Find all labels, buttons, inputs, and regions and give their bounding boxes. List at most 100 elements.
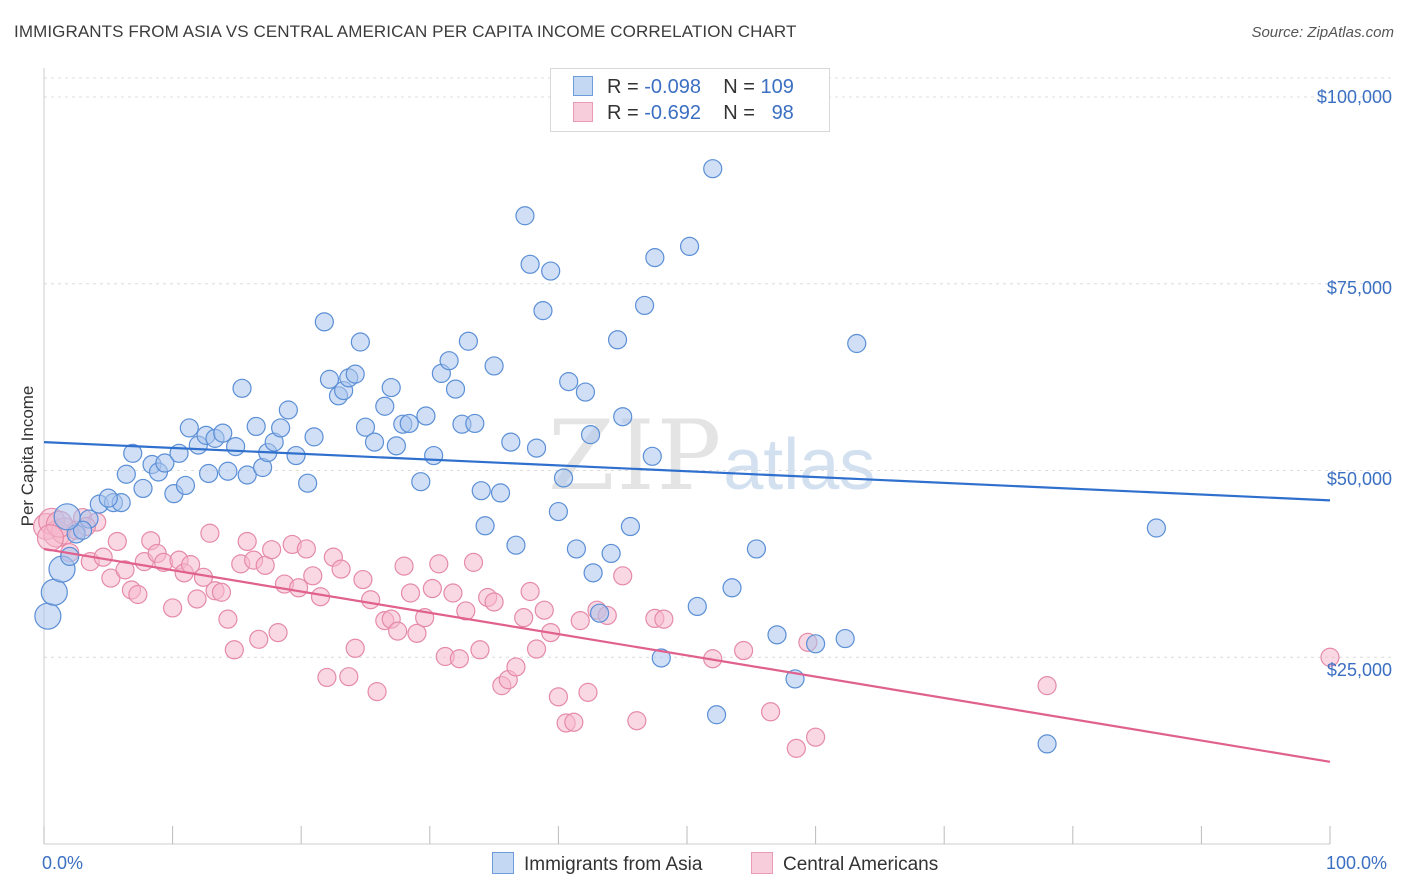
central-americans-point (733, 640, 754, 661)
immigrants-from-asia-point (133, 478, 153, 499)
y-tick-label-100000: $100,000 (1316, 87, 1392, 107)
bottom-legend-label-central: Central Americans (783, 854, 939, 875)
immigrants-from-asia-point (589, 603, 610, 623)
immigrants-from-asia-point (232, 378, 252, 398)
legend-swatch-pink (573, 102, 593, 122)
immigrants-from-asia-point (687, 596, 707, 617)
legend-r-value-asia: -0.098 (644, 76, 701, 98)
central-americans-point (36, 524, 65, 552)
immigrants-from-asia-point (53, 503, 81, 531)
immigrants-from-asia-point (355, 417, 376, 437)
immigrants-from-asia-point (399, 413, 419, 434)
bottom-legend-central: Central Americans (751, 852, 938, 876)
legend-row-central: R = -0.692 N = 98 (573, 102, 794, 128)
immigrants-from-asia-point (350, 332, 370, 352)
central-americans-point (268, 622, 288, 643)
immigrants-from-asia-point (805, 634, 826, 654)
immigrants-from-asia-point (72, 520, 93, 540)
immigrants-from-asia-point (679, 236, 700, 256)
immigrants-from-asia-point (218, 461, 238, 481)
central-americans-point (463, 552, 484, 572)
immigrants-from-asia-point (746, 539, 767, 559)
central-americans-point (578, 682, 598, 702)
immigrants-from-asia-point (304, 427, 324, 447)
immigrants-from-asia-point (40, 578, 68, 606)
legend-r-value-central: -0.692 (644, 102, 701, 124)
central-americans-point (506, 657, 526, 677)
central-americans-point (218, 609, 238, 629)
immigrants-from-asia-point (226, 436, 246, 457)
immigrants-from-asia-point (213, 423, 233, 443)
immigrants-from-asia-point (411, 472, 431, 492)
immigrants-from-asia-point (835, 628, 855, 649)
immigrants-from-asia-point (526, 438, 547, 458)
central-americans-point (570, 611, 590, 631)
central-americans-point (339, 667, 359, 687)
immigrants-from-asia-point (123, 443, 143, 463)
central-americans-point (429, 554, 449, 574)
trend-line-central (43, 547, 1331, 763)
immigrants-from-asia-point (386, 436, 406, 456)
central-americans-point (422, 578, 442, 599)
central-americans-point (289, 578, 309, 598)
central-americans-point (548, 687, 569, 707)
immigrants-from-asia-point (607, 330, 628, 350)
immigrants-from-asia-point (364, 432, 385, 452)
immigrants-from-asia-point (424, 445, 444, 466)
immigrants-from-asia-point (286, 445, 306, 466)
source-credit: Source: ZipAtlas.com (1251, 24, 1394, 41)
bottom-legend-asia: Immigrants from Asia (492, 852, 702, 876)
immigrants-from-asia-point (559, 372, 579, 392)
central-americans-point (317, 667, 337, 688)
x-max-label: 100.0% (1326, 853, 1388, 873)
central-americans-point (262, 540, 282, 560)
legend-r-label: R = (607, 76, 639, 98)
bottom-legend-label-asia: Immigrants from Asia (524, 854, 703, 875)
immigrants-from-asia-point (116, 464, 136, 484)
immigrants-from-asia-point (613, 407, 633, 427)
immigrants-from-asia-point (465, 413, 485, 434)
immigrants-from-asia-point (278, 400, 298, 420)
immigrants-from-asia-point (319, 369, 340, 389)
trend-line-asia (43, 441, 1331, 502)
immigrants-from-asia-point (439, 351, 459, 371)
immigrants-from-asia-point (1037, 734, 1057, 754)
central-americans-point (613, 566, 633, 586)
central-americans-point (101, 568, 121, 588)
central-americans-point (805, 727, 826, 747)
central-americans-point (303, 566, 323, 586)
immigrants-from-asia-point (651, 648, 671, 668)
immigrants-from-asia-point (767, 625, 787, 645)
central-americans-point (388, 621, 408, 641)
central-americans-point (353, 569, 373, 590)
bottom-legend-swatch-pink (751, 852, 773, 874)
central-americans-point (361, 590, 381, 610)
immigrants-from-asia-point (642, 446, 662, 466)
x-min-label: 0.0% (42, 853, 84, 873)
watermark-zip: ZIP (548, 400, 724, 512)
immigrants-from-asia-point (501, 432, 521, 452)
immigrants-from-asia-point (60, 546, 80, 567)
immigrants-from-asia-point (847, 333, 867, 354)
watermark-atlas: atlas (723, 425, 876, 505)
central-americans-point (449, 649, 469, 669)
immigrants-from-asia-point (237, 465, 257, 485)
x-axis (43, 68, 1331, 845)
central-americans-point (367, 682, 387, 702)
immigrants-from-asia-point (533, 301, 553, 321)
central-americans-point (456, 601, 476, 621)
legend-r-label: R = (607, 102, 639, 124)
immigrants-from-asia-point (566, 539, 587, 559)
immigrants-from-asia-point (484, 356, 504, 376)
immigrants-from-asia-point (645, 248, 665, 268)
central-americans-point (224, 640, 244, 660)
immigrants-from-asia-point (298, 473, 318, 493)
immigrants-from-asia-point (620, 516, 641, 537)
central-americans-point (564, 712, 584, 732)
central-americans-point (211, 582, 232, 602)
central-americans-point (443, 583, 463, 603)
central-americans-point (760, 702, 781, 722)
central-americans-point (249, 629, 269, 649)
immigrants-from-asia-point (271, 418, 291, 438)
